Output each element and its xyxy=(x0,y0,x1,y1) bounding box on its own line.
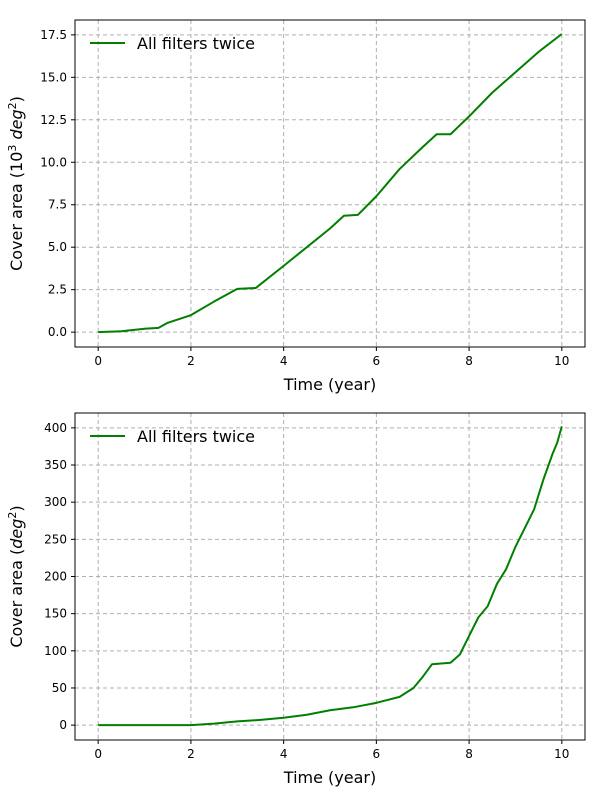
legend-label: All filters twice xyxy=(137,34,255,53)
y-tick-label: 350 xyxy=(44,458,67,472)
x-tick-label: 8 xyxy=(465,354,473,368)
y-label-text: Cover area (10 xyxy=(7,152,26,271)
x-tick-label: 0 xyxy=(94,747,102,761)
y-tick-label: 10.0 xyxy=(40,155,67,169)
series-line xyxy=(98,426,563,727)
y-tick-label: 15.0 xyxy=(40,70,67,84)
y-axis-label: Cover area (103 deg2) xyxy=(6,96,26,271)
x-tick-label: 4 xyxy=(280,747,288,761)
y-label-superscript: 2 xyxy=(6,512,19,519)
x-axis-label: Time (year) xyxy=(283,375,376,394)
y-tick-label: 5.0 xyxy=(48,240,67,254)
top-chart: 0 2 4 6 8 10 0.0 2.5 5.0 7.5 10.0 12.5 15.0 17.5 Time … xyxy=(6,19,586,394)
x-tick-label: 8 xyxy=(465,747,473,761)
y-tick-label: 300 xyxy=(44,495,67,509)
y-label-text: ) xyxy=(7,505,26,511)
y-tick-label: 0 xyxy=(59,718,67,732)
y-label-unit: deg xyxy=(7,519,26,549)
y-tick-label: 100 xyxy=(44,644,67,658)
x-tick-label: 10 xyxy=(554,747,569,761)
legend-label: All filters twice xyxy=(137,427,255,446)
plot-frame xyxy=(74,19,586,348)
x-tick-label: 2 xyxy=(187,747,195,761)
x-tick-label: 6 xyxy=(373,747,381,761)
x-tick-label: 10 xyxy=(554,354,569,368)
y-tick-label: 250 xyxy=(44,532,67,546)
x-tick-label: 6 xyxy=(373,354,381,368)
y-label-text: ) xyxy=(7,96,26,102)
series-line xyxy=(98,33,563,334)
grid xyxy=(75,413,585,740)
x-tick-label: 4 xyxy=(280,354,288,368)
y-tick-label: 150 xyxy=(44,607,67,621)
legend: All filters twice xyxy=(90,427,255,446)
y-tick-label: 0.0 xyxy=(48,325,67,339)
grid xyxy=(75,20,585,347)
y-axis-label: Cover area (deg2) xyxy=(6,505,26,647)
y-label-superscript: 2 xyxy=(6,102,19,109)
x-tick-label: 0 xyxy=(94,354,102,368)
y-label-text: Cover area ( xyxy=(7,549,26,648)
y-tick-label: 50 xyxy=(52,681,67,695)
y-tick-label: 12.5 xyxy=(40,113,67,127)
x-axis-label: Time (year) xyxy=(283,768,376,787)
y-label-superscript: 3 xyxy=(6,145,19,152)
y-label-unit: deg xyxy=(7,109,26,144)
x-tick-label: 2 xyxy=(187,354,195,368)
legend: All filters twice xyxy=(90,34,255,53)
y-tick-label: 400 xyxy=(44,421,67,435)
y-tick-label: 200 xyxy=(44,570,67,584)
y-tick-label: 17.5 xyxy=(40,28,67,42)
y-tick-label: 2.5 xyxy=(48,283,67,297)
y-tick-label: 7.5 xyxy=(48,198,67,212)
